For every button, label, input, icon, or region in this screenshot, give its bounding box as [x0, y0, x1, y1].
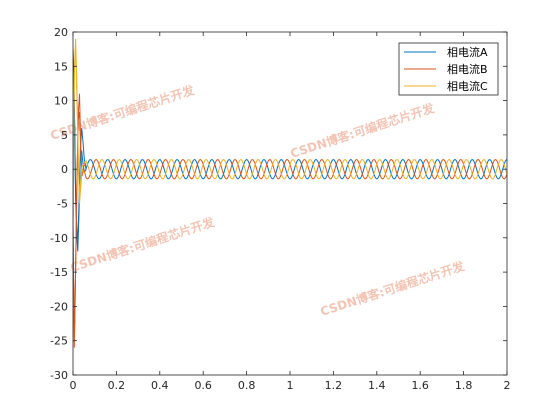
x-tick-label: 1.8: [455, 379, 473, 392]
legend-label-a: 相电流A: [447, 45, 488, 59]
x-tick-label: 0.6: [194, 379, 212, 392]
x-tick-label: 0: [70, 379, 77, 392]
y-tick-label: -20: [50, 300, 68, 313]
y-tick-label: 5: [61, 129, 68, 142]
x-tick-label: 0.4: [151, 379, 169, 392]
y-tick-label: 20: [54, 26, 68, 39]
x-tick-label: 1.6: [411, 379, 429, 392]
legend: 相电流A 相电流B 相电流C: [398, 42, 499, 96]
credit-text: CSDN @可编程芯片开发: [333, 395, 489, 411]
y-tick-label: -5: [57, 198, 68, 211]
y-tick-label: -30: [50, 369, 68, 382]
y-tick-label: 10: [54, 95, 68, 108]
y-tick-label: 15: [54, 60, 68, 73]
y-tick-label: 0: [61, 163, 68, 176]
x-tick-label: 0.2: [108, 379, 126, 392]
x-tick-label: 1.4: [368, 379, 386, 392]
x-tick-label: 1: [287, 379, 294, 392]
x-tick-label: 1.2: [325, 379, 343, 392]
y-tick-label: -25: [50, 335, 68, 348]
legend-label-c: 相电流C: [447, 79, 488, 93]
legend-label-b: 相电流B: [447, 62, 488, 76]
ticks-layer: [72, 31, 508, 376]
x-tick-label: 2: [504, 379, 511, 392]
y-tick-labels: 20 15 10 5 0 -5 -10 -15 -20 -25 -30: [50, 26, 68, 382]
series-line: [73, 48, 507, 231]
x-tick-labels: 0 0.2 0.4 0.6 0.8 1 1.2 1.4 1.6 1.8 2: [70, 379, 511, 392]
y-tick-label: -15: [50, 266, 68, 279]
y-tick-label: -10: [50, 232, 68, 245]
series-layer: [73, 38, 507, 348]
x-tick-label: 0.8: [238, 379, 256, 392]
